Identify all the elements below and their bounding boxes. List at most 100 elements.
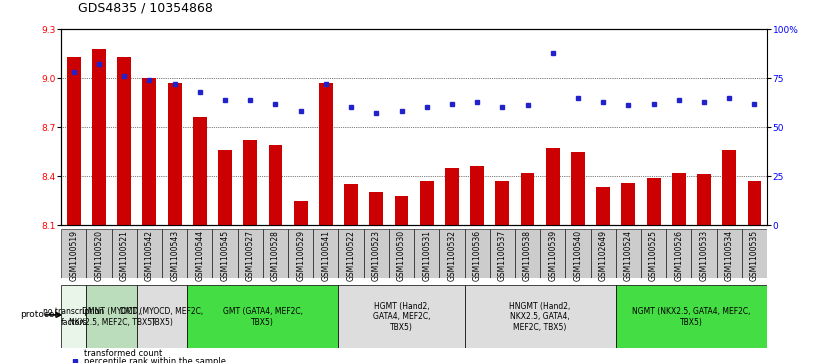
Text: GSM1100545: GSM1100545 <box>220 230 229 281</box>
Bar <box>319 83 333 225</box>
Text: GSM1100527: GSM1100527 <box>246 230 255 281</box>
Bar <box>616 285 767 348</box>
Bar <box>419 181 433 225</box>
Text: GSM1100529: GSM1100529 <box>296 230 305 281</box>
Bar <box>389 229 414 278</box>
Text: GSM1100544: GSM1100544 <box>195 230 204 281</box>
Bar <box>118 57 131 225</box>
Bar <box>565 229 591 278</box>
Text: no transcription
factors: no transcription factors <box>43 307 104 327</box>
Text: transformed count: transformed count <box>84 350 162 358</box>
Bar <box>237 229 263 278</box>
Text: GSM1100537: GSM1100537 <box>498 230 507 281</box>
Bar <box>86 229 112 278</box>
Text: GSM1100536: GSM1100536 <box>472 230 481 281</box>
Text: HNGMT (Hand2,
NKX2.5, GATA4,
MEF2C, TBX5): HNGMT (Hand2, NKX2.5, GATA4, MEF2C, TBX5… <box>509 302 571 332</box>
Bar <box>313 229 339 278</box>
Bar <box>747 181 761 225</box>
Bar <box>596 187 610 225</box>
Text: NGMT (NKX2.5, GATA4, MEF2C,
TBX5): NGMT (NKX2.5, GATA4, MEF2C, TBX5) <box>632 307 751 327</box>
Text: GSM1100521: GSM1100521 <box>120 230 129 281</box>
Bar <box>294 200 308 225</box>
Text: DMNT (MYOCD,
NKX2.5, MEF2C, TBX5): DMNT (MYOCD, NKX2.5, MEF2C, TBX5) <box>69 307 155 327</box>
Bar <box>112 229 137 278</box>
Bar <box>61 285 86 348</box>
Bar <box>691 229 716 278</box>
Bar <box>521 173 534 225</box>
Text: GSM1100528: GSM1100528 <box>271 230 280 281</box>
Bar <box>641 229 666 278</box>
Bar <box>218 150 232 225</box>
Text: GSM1100540: GSM1100540 <box>574 230 583 281</box>
Bar <box>439 229 464 278</box>
Bar <box>168 83 182 225</box>
Text: HGMT (Hand2,
GATA4, MEF2C,
TBX5): HGMT (Hand2, GATA4, MEF2C, TBX5) <box>373 302 430 332</box>
Text: protocol: protocol <box>20 310 57 319</box>
Bar <box>162 229 187 278</box>
Bar <box>187 285 339 348</box>
Bar <box>339 229 364 278</box>
Bar <box>495 181 509 225</box>
Bar <box>364 229 389 278</box>
Bar <box>243 140 257 225</box>
Bar <box>414 229 439 278</box>
Text: GMT (GATA4, MEF2C,
TBX5): GMT (GATA4, MEF2C, TBX5) <box>223 307 303 327</box>
Bar <box>193 117 206 225</box>
Bar <box>490 229 515 278</box>
Bar <box>470 166 484 225</box>
Bar <box>92 49 106 225</box>
Text: GSM1100531: GSM1100531 <box>422 230 431 281</box>
Bar <box>716 229 742 278</box>
Bar <box>339 285 464 348</box>
Text: GSM1100520: GSM1100520 <box>95 230 104 281</box>
Bar <box>67 57 81 225</box>
Text: GSM1100542: GSM1100542 <box>145 230 154 281</box>
Bar <box>666 229 691 278</box>
Bar <box>137 229 162 278</box>
Bar <box>395 196 409 225</box>
Text: GSM1100522: GSM1100522 <box>347 230 356 281</box>
Bar <box>672 173 685 225</box>
Bar <box>288 229 313 278</box>
Bar <box>622 183 636 225</box>
Bar <box>591 229 616 278</box>
Bar <box>143 78 157 225</box>
Text: GSM1100532: GSM1100532 <box>447 230 456 281</box>
Bar <box>464 285 616 348</box>
Text: GSM1100523: GSM1100523 <box>372 230 381 281</box>
Bar <box>697 174 711 225</box>
Bar <box>540 229 565 278</box>
Bar <box>515 229 540 278</box>
Text: percentile rank within the sample: percentile rank within the sample <box>84 357 226 363</box>
Bar <box>268 145 282 225</box>
Bar <box>263 229 288 278</box>
Bar <box>137 285 187 348</box>
Text: GSM1100524: GSM1100524 <box>624 230 633 281</box>
Bar <box>370 192 384 225</box>
Bar <box>212 229 237 278</box>
Text: GSM1100538: GSM1100538 <box>523 230 532 281</box>
Text: GSM1100541: GSM1100541 <box>322 230 330 281</box>
Bar <box>445 168 459 225</box>
Text: GSM1100535: GSM1100535 <box>750 230 759 281</box>
Text: DMT (MYOCD, MEF2C,
TBX5): DMT (MYOCD, MEF2C, TBX5) <box>121 307 204 327</box>
Text: GSM1100533: GSM1100533 <box>699 230 708 281</box>
Text: GSM1100534: GSM1100534 <box>725 230 734 281</box>
Bar <box>546 148 560 225</box>
Bar <box>742 229 767 278</box>
Bar <box>61 229 86 278</box>
Bar <box>571 151 585 225</box>
Bar <box>86 285 137 348</box>
Bar <box>616 229 641 278</box>
Text: GSM1100519: GSM1100519 <box>69 230 78 281</box>
Bar <box>187 229 212 278</box>
Text: GSM1100539: GSM1100539 <box>548 230 557 281</box>
Text: GSM1100525: GSM1100525 <box>649 230 658 281</box>
Text: GSM1100526: GSM1100526 <box>674 230 683 281</box>
Bar <box>722 150 736 225</box>
Bar <box>646 178 660 225</box>
Bar <box>464 229 490 278</box>
Text: GSM1102649: GSM1102649 <box>599 230 608 281</box>
Text: GDS4835 / 10354868: GDS4835 / 10354868 <box>78 1 212 15</box>
Text: GSM1100543: GSM1100543 <box>171 230 180 281</box>
